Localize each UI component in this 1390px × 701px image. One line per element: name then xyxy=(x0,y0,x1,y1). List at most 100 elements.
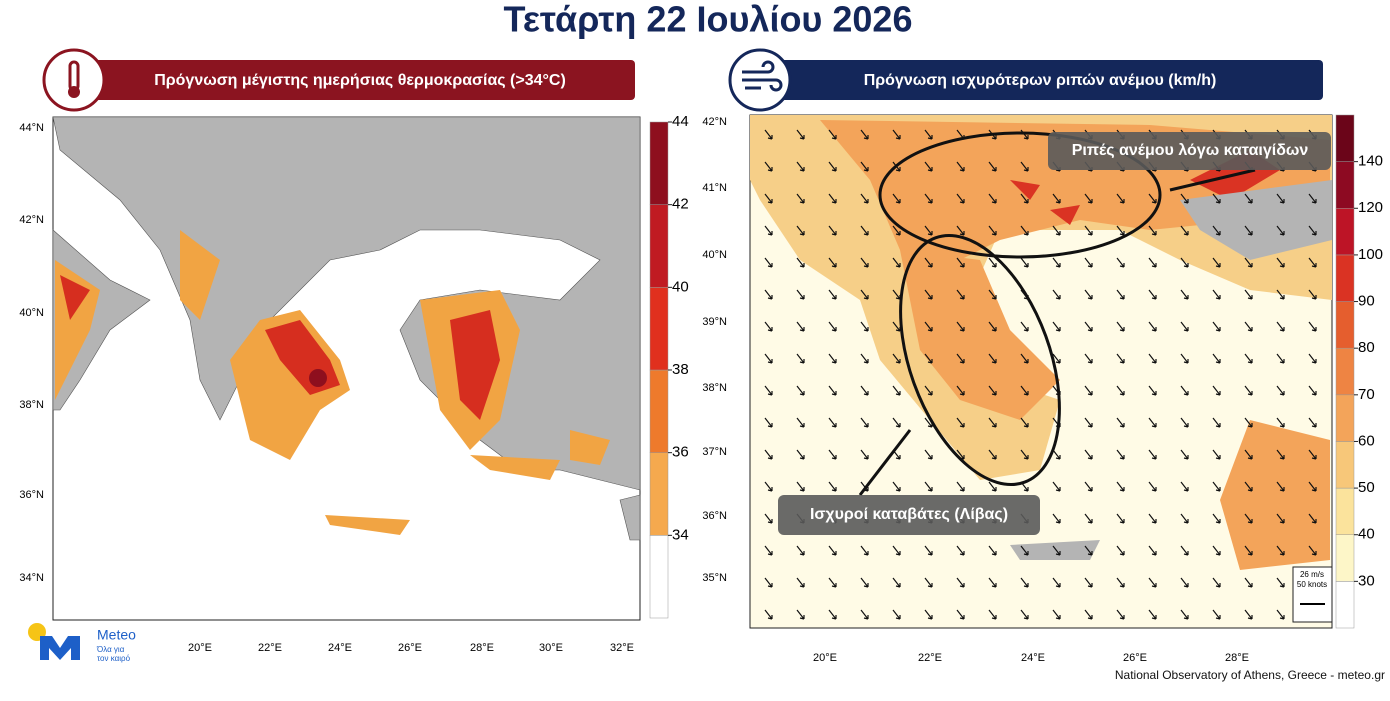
wind-arrow xyxy=(1084,545,1093,556)
wind-arrow xyxy=(796,417,805,428)
colorbar-label: 60 xyxy=(1358,432,1375,449)
wind-arrow xyxy=(988,385,997,396)
wind-arrow xyxy=(1212,321,1221,332)
lon-label: 28°E xyxy=(470,642,494,654)
lon-label: 24°E xyxy=(328,642,352,654)
wind-arrow xyxy=(924,609,933,620)
wind-arrow xyxy=(1020,545,1029,556)
wind-arrow xyxy=(1020,321,1029,332)
wind-arrow xyxy=(988,193,997,204)
wind-arrow xyxy=(1180,481,1189,492)
lon-label: 22°E xyxy=(258,642,282,654)
colorbar-segment xyxy=(1335,347,1355,396)
wind-arrow xyxy=(764,321,773,332)
wind-arrow xyxy=(1308,193,1317,204)
wind-arrow xyxy=(1212,609,1221,620)
wind-arrow xyxy=(956,385,965,396)
wind-arrow xyxy=(1180,545,1189,556)
wind-arrow xyxy=(1052,513,1061,524)
wind-arrow xyxy=(988,417,997,428)
colorbar-segment xyxy=(1335,534,1355,582)
wind-arrow xyxy=(828,385,837,396)
wind-arrow xyxy=(1116,449,1125,460)
wind-arrow xyxy=(1244,417,1253,428)
wind-arrow xyxy=(1084,481,1093,492)
wind-arrow xyxy=(764,577,773,588)
wind-arrow xyxy=(1244,545,1253,556)
wind-arrow xyxy=(1052,321,1061,332)
wind-arrow xyxy=(892,609,901,620)
lat-label: 36°N xyxy=(19,489,44,501)
wind-arrow xyxy=(1276,577,1285,588)
wind-arrow xyxy=(860,161,869,172)
wind-arrow xyxy=(988,257,997,268)
wind-arrow xyxy=(828,225,837,236)
wind-arrow xyxy=(1276,417,1285,428)
wind-arrow xyxy=(796,321,805,332)
wind-arrow xyxy=(1116,513,1125,524)
heat-area xyxy=(309,369,327,387)
wind-arrow xyxy=(1020,577,1029,588)
wind-arrow xyxy=(1212,385,1221,396)
lat-label: 41°N xyxy=(702,182,727,194)
wind-arrow xyxy=(828,353,837,364)
lon-label: 26°E xyxy=(1123,652,1147,664)
wind-arrow xyxy=(828,545,837,556)
wind-arrow xyxy=(956,161,965,172)
wind-arrow xyxy=(988,577,997,588)
wind-arrow xyxy=(892,257,901,268)
wind-arrow xyxy=(1148,257,1157,268)
wind-arrow xyxy=(892,353,901,364)
wind-arrow xyxy=(1212,225,1221,236)
wind-arrow xyxy=(988,353,997,364)
wind-arrow xyxy=(764,513,773,524)
wind-arrow xyxy=(1116,321,1125,332)
wind-arrow xyxy=(956,321,965,332)
wind-arrow xyxy=(1276,385,1285,396)
wind-arrow xyxy=(1276,481,1285,492)
wind-arrow xyxy=(1180,289,1189,300)
lat-label: 42°N xyxy=(19,214,44,226)
wind-arrow xyxy=(1116,481,1125,492)
wind-arrow xyxy=(1308,417,1317,428)
wind-arrow xyxy=(796,193,805,204)
wind-arrow xyxy=(1276,225,1285,236)
wind-arrow xyxy=(860,193,869,204)
wind-arrow xyxy=(988,225,997,236)
colorbar-segment xyxy=(1335,441,1355,489)
wind-arrow xyxy=(924,193,933,204)
wind-arrow xyxy=(1212,481,1221,492)
panel-title: Πρόγνωση μέγιστης ημερήσιας θερμοκρασίας… xyxy=(154,72,566,89)
wind-arrow xyxy=(988,161,997,172)
wind-arrow xyxy=(1116,353,1125,364)
wind-arrow xyxy=(1052,353,1061,364)
wind-arrow xyxy=(1148,417,1157,428)
wind-arrow xyxy=(924,577,933,588)
wind-arrow xyxy=(1020,161,1029,172)
wind-arrow xyxy=(956,481,965,492)
wind-arrow xyxy=(1180,513,1189,524)
wind-arrow xyxy=(1116,609,1125,620)
wind-arrow xyxy=(764,417,773,428)
page-title: Τετάρτη 22 Ιουλίου 2026 xyxy=(504,0,913,40)
wind-arrow xyxy=(892,545,901,556)
wind-arrow xyxy=(988,449,997,460)
wind-arrow xyxy=(828,193,837,204)
wind-arrow xyxy=(1308,481,1317,492)
wind-arrow xyxy=(1052,609,1061,620)
wind-arrow xyxy=(1148,545,1157,556)
wind-arrow xyxy=(1116,417,1125,428)
wind-arrow xyxy=(1276,289,1285,300)
wind-arrow xyxy=(892,129,901,140)
wind-arrow xyxy=(1308,513,1317,524)
highlight xyxy=(899,234,1061,486)
wind-arrow xyxy=(1180,417,1189,428)
logo-mark xyxy=(40,636,80,660)
wind-arrow xyxy=(1020,225,1029,236)
lon-label: 20°E xyxy=(188,642,212,654)
logo-slogan: Όλα για xyxy=(96,645,125,654)
wind-arrow xyxy=(892,385,901,396)
wind-arrow xyxy=(1052,193,1061,204)
